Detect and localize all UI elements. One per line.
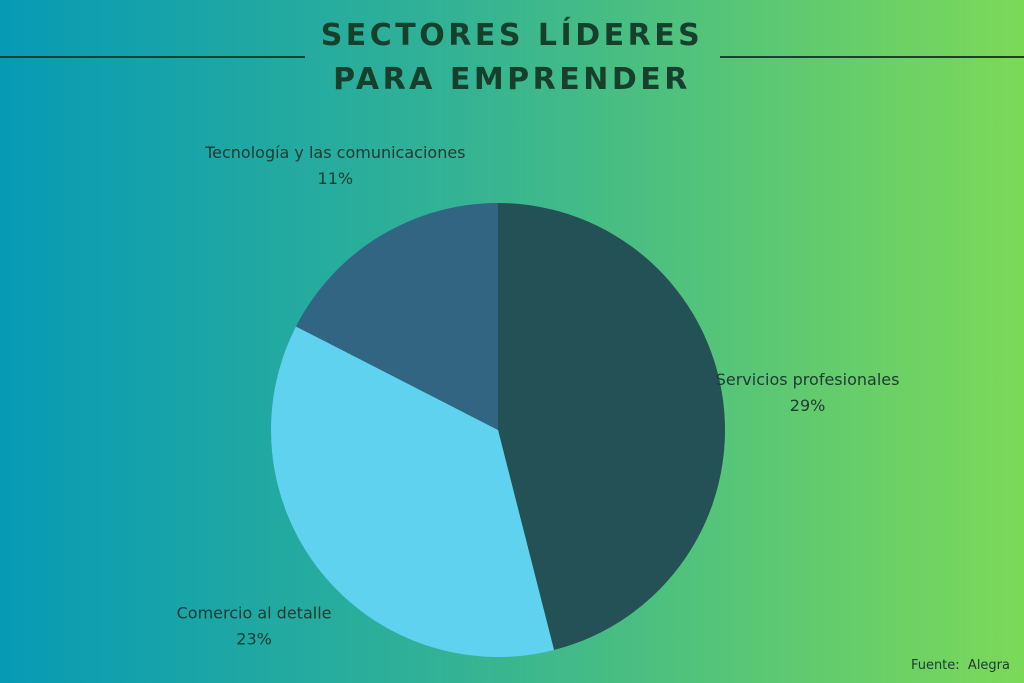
title-rule [0,56,305,58]
source-note: Fuente: Alegra [910,658,1010,673]
pie-slice [295,203,498,430]
value-label: 11% [318,169,354,188]
slice-label: Servicios profesionales [716,370,900,389]
title-rule [720,56,1024,58]
slice-label: Comercio al detalle [177,604,332,623]
slice-label: Tecnología y las comunicaciones [204,143,465,162]
pie-slice [498,203,725,650]
value-label: 23% [236,630,272,649]
pie-slice [271,326,555,657]
chart-title: SECTORES LÍDERES PARA EMPRENDER [320,18,704,97]
value-label: 29% [790,396,826,415]
